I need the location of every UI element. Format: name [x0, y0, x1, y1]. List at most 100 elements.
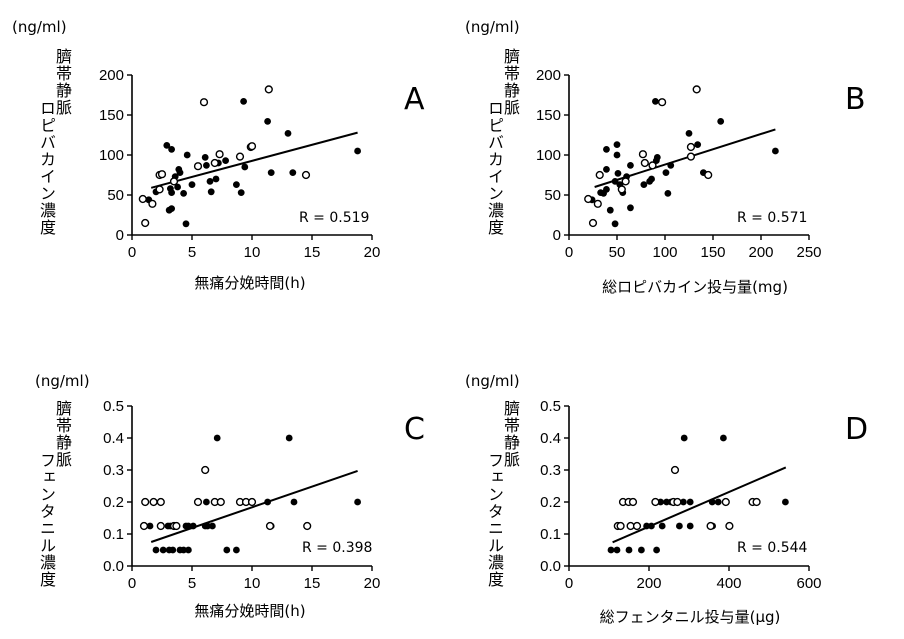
y-tick-label-b: 100	[536, 147, 561, 164]
open-point-a	[155, 185, 164, 194]
panel-letter-b: B	[845, 82, 866, 117]
open-point-a	[169, 177, 179, 186]
filled-point-c	[180, 546, 188, 554]
filled-point-a	[240, 98, 248, 105]
filled-point-a	[176, 169, 184, 177]
open-point-b	[640, 158, 649, 168]
y-tick-label-c: 0.4	[103, 430, 124, 447]
filled-point-c	[354, 498, 361, 506]
filled-point-d	[708, 498, 716, 506]
filled-point-a	[163, 142, 171, 149]
open-point-a	[148, 199, 157, 208]
open-point-a	[264, 85, 273, 94]
ylabel-b-line2: ロピバカイン濃度	[485, 100, 504, 236]
filled-point-a	[203, 162, 210, 169]
xlabel-b: 総ロピバカイン投与量(mg)	[602, 278, 788, 296]
x-tick-label-a: 15	[304, 244, 321, 261]
filled-point-a	[241, 163, 249, 171]
filled-point-d	[638, 546, 645, 554]
filled-point-c	[152, 546, 160, 554]
open-point-b	[686, 142, 696, 152]
filled-point-c	[213, 434, 221, 442]
open-point-b	[617, 185, 626, 194]
y-tick-label-c: 0.5	[103, 398, 124, 415]
y-tick-label-c: 0.0	[103, 558, 124, 575]
x-tick-label-b: 200	[748, 244, 773, 261]
x-tick-label-b: 250	[796, 244, 821, 261]
open-point-c	[172, 521, 181, 531]
open-point-b	[692, 85, 701, 94]
open-point-c	[216, 497, 225, 507]
filled-point-a	[207, 188, 215, 196]
open-point-d	[725, 521, 734, 531]
open-point-b	[621, 177, 630, 186]
regression-line-b	[594, 128, 776, 188]
y-tick-label-b: 150	[536, 107, 561, 124]
filled-point-a	[206, 178, 214, 185]
filled-point-d	[653, 546, 660, 554]
filled-point-d	[625, 546, 633, 554]
panel-letter-a: A	[404, 82, 425, 117]
filled-point-a	[233, 181, 240, 189]
filled-point-a	[237, 189, 245, 197]
open-point-d	[670, 465, 680, 475]
filled-point-a	[168, 146, 176, 153]
open-point-a	[193, 162, 203, 171]
unit-label-a: (ng/ml)	[12, 18, 67, 36]
r-label-b: R = 0.571	[737, 210, 808, 226]
filled-point-c	[189, 522, 197, 530]
open-point-a	[157, 170, 167, 179]
filled-point-a	[284, 130, 292, 137]
open-point-b	[638, 150, 648, 159]
filled-point-b	[611, 220, 619, 228]
y-tick-label-c: 0.2	[103, 494, 124, 511]
open-point-c	[149, 497, 158, 507]
xlabel-a: 無痛分娩時間(h)	[194, 274, 306, 292]
y-tick-label-d: 0.0	[540, 558, 561, 575]
filled-point-c	[223, 546, 231, 554]
filled-point-c	[185, 546, 192, 554]
open-point-b	[648, 161, 657, 170]
filled-point-b	[603, 146, 610, 153]
filled-point-c	[169, 546, 177, 554]
filled-point-b	[662, 169, 670, 177]
filled-point-a	[174, 183, 182, 191]
filled-point-b	[613, 141, 621, 149]
y-tick-label-c: 0.1	[103, 526, 124, 543]
open-point-a	[199, 98, 209, 107]
regression-line-d	[612, 466, 787, 544]
open-point-b	[588, 218, 598, 228]
x-tick-label-a: 5	[188, 244, 196, 261]
filled-point-a	[354, 147, 361, 155]
filled-point-b	[640, 181, 648, 189]
x-tick-label-b: 50	[609, 244, 626, 261]
open-point-a	[141, 218, 150, 228]
regression-line-a	[150, 131, 358, 189]
filled-point-b	[664, 190, 672, 197]
filled-point-b	[685, 130, 693, 137]
r-label-d: R = 0.544	[737, 540, 808, 556]
filled-point-b	[627, 162, 634, 169]
r-label-a: R = 0.519	[299, 210, 370, 226]
y-tick-label-c: 0.3	[103, 462, 124, 479]
y-tick-label-d: 0.1	[540, 526, 561, 543]
filled-point-d	[643, 522, 650, 530]
filled-point-c	[264, 498, 271, 506]
ylabel-a-line2: ロピバカイン濃度	[37, 100, 56, 236]
filled-point-c	[204, 522, 212, 530]
open-point-b	[658, 98, 667, 107]
filled-point-c	[185, 522, 192, 530]
open-point-d	[721, 497, 730, 507]
x-tick-label-a: 10	[244, 244, 261, 261]
filled-point-d	[686, 522, 694, 530]
open-point-d	[673, 497, 682, 507]
panel-letter-c: C	[404, 412, 425, 447]
filled-point-a	[201, 154, 209, 161]
filled-point-c	[233, 546, 240, 554]
open-point-b	[584, 194, 593, 204]
filled-point-a	[188, 181, 196, 189]
ylabel-a-line1: 臍帯静脈	[53, 48, 72, 116]
open-point-c	[265, 521, 275, 531]
